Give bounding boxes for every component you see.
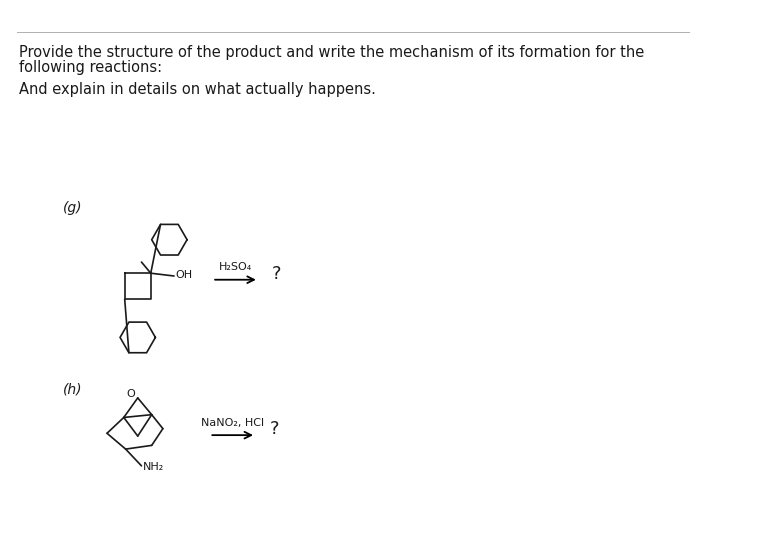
Text: And explain in details on what actually happens.: And explain in details on what actually … — [18, 82, 375, 97]
Text: H₂SO₄: H₂SO₄ — [219, 262, 252, 272]
Text: (h): (h) — [63, 382, 83, 396]
Text: NaNO₂, HCl: NaNO₂, HCl — [201, 418, 264, 428]
Text: Provide the structure of the product and write the mechanism of its formation fo: Provide the structure of the product and… — [18, 45, 644, 60]
Text: NH₂: NH₂ — [142, 462, 164, 472]
Text: (g): (g) — [63, 200, 83, 215]
Text: following reactions:: following reactions: — [18, 60, 162, 75]
Text: OH: OH — [175, 270, 192, 280]
Text: ?: ? — [270, 420, 279, 438]
Text: ?: ? — [272, 265, 282, 283]
Text: O: O — [127, 389, 135, 399]
